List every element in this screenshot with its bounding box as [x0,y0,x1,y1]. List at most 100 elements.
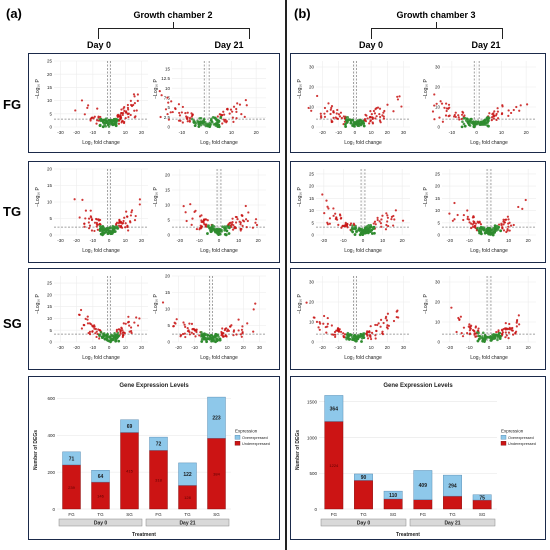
y-tick-label: 0 [311,125,314,130]
x-tick-label: -10 [466,238,473,243]
y-tick-label: 10 [165,203,171,208]
volcano-point [457,116,460,119]
volcano-point [376,218,379,222]
volcano-point [245,104,248,107]
volcano-point [366,117,369,120]
volcano-point [84,217,87,220]
group-strip [320,518,407,527]
data-label-overexpressed: 64 [98,474,104,480]
volcano-point [483,231,487,235]
volcano-point [130,211,133,214]
y-tick-label: 5 [167,323,170,328]
volcano-point [334,212,337,215]
x-axis-label: Log₂ fold change [470,140,508,146]
volcano-point [394,209,397,212]
bar-overexpressed [120,419,139,433]
volcano-point [316,94,319,98]
x-tick-label: SG [213,512,220,517]
volcano-point [504,336,507,339]
x-tick-label: -20 [447,345,454,350]
volcano-point [133,321,136,324]
volcano-point [91,324,94,327]
x-axis-label: Log₂ fold change [200,248,238,254]
volcano-point [215,339,219,343]
volcano-point [462,122,466,126]
volcano-point [117,334,121,338]
volcano-point [518,323,521,326]
volcano-point [370,331,374,335]
volcano-point [375,115,378,118]
volcano-point [496,107,499,110]
volcano-plot: -20 -10 0 10 20 0 5 10 15 20 25 Log₂ fold change −Lo… [296,165,414,257]
volcano-point [114,119,118,122]
y-tick-label: 20 [309,184,315,189]
volcano-point [244,204,247,208]
volcano-point [124,226,127,229]
volcano-point [188,330,191,334]
volcano-point [323,106,327,110]
volcano-point [189,203,192,206]
volcano-point [138,198,142,201]
volcano-point [138,317,141,320]
x-axis-label: Log₂ fold change [344,248,382,254]
volcano-point [95,217,98,221]
volcano-point [466,331,469,335]
volcano-point [512,223,515,227]
volcano-point [86,106,89,109]
volcano-point [494,334,497,337]
volcano-point [480,120,484,124]
volcano-point [385,319,389,322]
volcano-point [235,110,238,113]
volcano-point [470,226,473,230]
data-label-overexpressed: 122 [183,472,192,478]
x-tick-label: -20 [319,130,326,135]
volcano-point [119,111,123,115]
day-label-a-0: Day 0 [86,40,112,50]
volcano-point [374,223,377,226]
bar-underexpressed [413,499,433,510]
volcano-point [231,223,234,226]
volcano-point [363,117,367,121]
volcano-point [339,330,343,333]
x-tick-label: 0 [210,345,213,350]
volcano-point [98,329,101,332]
panel-label-b: (b) [294,6,311,21]
volcano-point [216,124,220,128]
volcano-plot: -30 -20 -10 0 10 20 0 5 10 15 20 25 Log₂ fold change… [34,57,152,149]
volcano-point [456,213,459,217]
volcano-point [170,100,173,103]
volcano-point [504,331,507,334]
row-box-b-sg [290,268,546,370]
data-label-overexpressed: 409 [419,483,428,489]
volcano-point [117,119,121,122]
x-tick-label: -20 [447,238,454,243]
volcano-point [133,109,136,112]
volcano-point [398,95,401,98]
volcano-point [181,105,184,109]
volcano-point [133,102,136,105]
volcano-point [345,333,349,337]
volcano-point [307,106,310,110]
volcano-point [115,328,118,331]
volcano-point [209,336,213,340]
volcano-point [222,118,225,121]
volcano-point [386,216,389,219]
volcano-point [367,224,370,227]
y-tick-label: 0 [311,340,314,345]
volcano-point [401,219,405,222]
volcano-point [374,334,377,337]
volcano-point [235,117,238,120]
volcano-point [114,124,118,128]
volcano-point [81,198,84,201]
volcano-point [460,117,463,121]
data-label-overexpressed: 364 [330,406,339,412]
volcano-point [505,230,508,234]
volcano-point [122,121,126,125]
x-tick-label: 20 [400,238,406,243]
volcano-point [252,330,255,333]
volcano-point [351,224,354,227]
volcano-point [239,223,242,226]
volcano-point [486,119,490,123]
volcano-point [369,110,372,113]
